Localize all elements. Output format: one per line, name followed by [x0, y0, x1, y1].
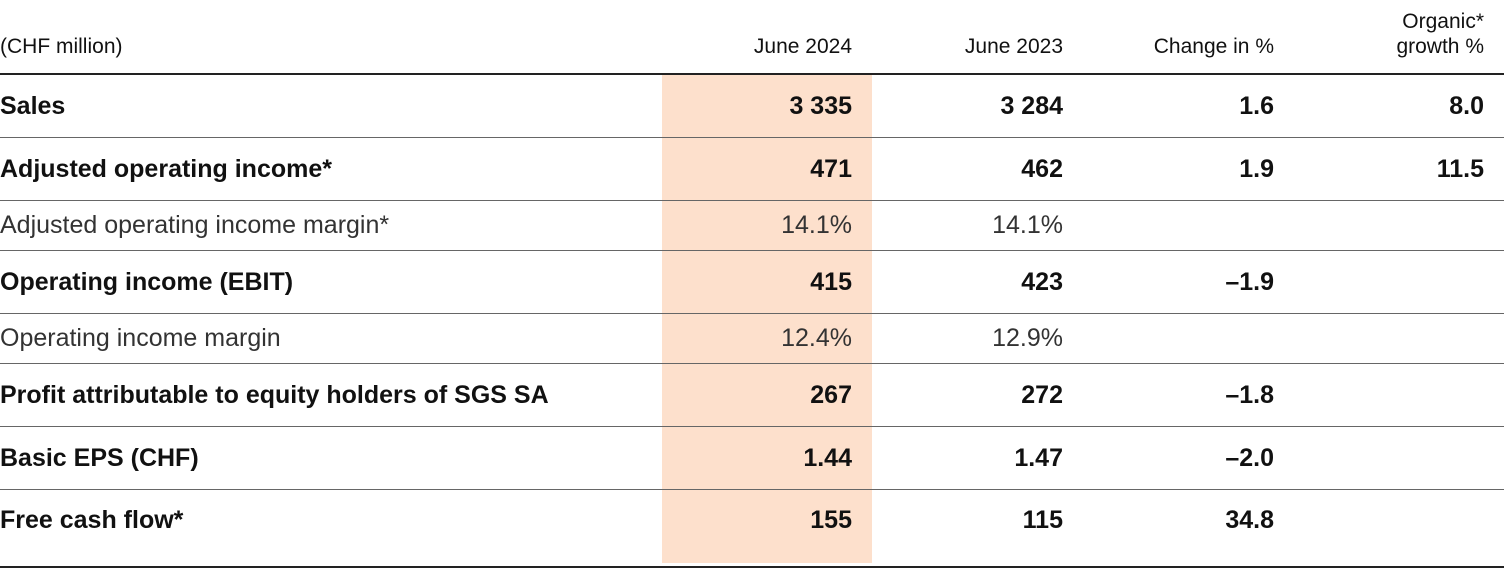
cell-change: –1.8: [1225, 380, 1274, 409]
cell-june-2024: 471: [810, 154, 852, 183]
row-label: Adjusted operating income margin*: [0, 211, 390, 239]
table-row: Adjusted operating income* 471 462 1.9 11.5: [0, 138, 1504, 201]
cell-organic-growth: 8.0: [1449, 91, 1484, 120]
cell-change: 1.9: [1239, 154, 1274, 183]
header-june-2024: June 2024: [753, 35, 852, 58]
cell-organic-growth: [1294, 364, 1504, 427]
cell-june-2024: 3 335: [789, 91, 852, 120]
cell-june-2024: 12.4%: [781, 324, 852, 352]
cell-june-2023: 12.9%: [992, 324, 1063, 352]
header-organic-line1: Organic*: [1402, 10, 1484, 33]
row-label: Operating income (EBIT): [0, 267, 294, 296]
cell-june-2023: 14.1%: [992, 211, 1063, 239]
cell-change: –1.9: [1225, 267, 1274, 296]
cell-june-2024: 415: [810, 267, 852, 296]
row-label: Adjusted operating income*: [0, 154, 332, 183]
header-organic-line2: growth %: [1396, 35, 1484, 58]
table-row: Adjusted operating income margin* 14.1% 14…: [0, 201, 1504, 251]
cell-organic-growth: [1294, 490, 1504, 567]
row-label: Profit attributable to equity holders of…: [0, 380, 549, 409]
cell-organic-growth: [1294, 201, 1504, 251]
cell-june-2024: 1.44: [803, 443, 852, 472]
header-change: Change in %: [1153, 35, 1274, 58]
cell-june-2024: 14.1%: [781, 211, 852, 239]
row-label: Free cash flow*: [0, 506, 184, 535]
cell-change: [1083, 201, 1294, 251]
cell-june-2023: 423: [1021, 267, 1063, 296]
cell-organic-growth: [1294, 251, 1504, 314]
row-label: Sales: [0, 91, 66, 120]
cell-change: 1.6: [1239, 91, 1274, 120]
cell-change: –2.0: [1225, 443, 1274, 472]
table-row: Profit attributable to equity holders of…: [0, 364, 1504, 427]
table-row: Operating income margin 12.4% 12.9%: [0, 314, 1504, 364]
table-row: Basic EPS (CHF) 1.44 1.47 –2.0: [0, 427, 1504, 490]
cell-june-2023: 3 284: [1000, 91, 1063, 120]
unit-header: (CHF million): [0, 35, 123, 58]
header-row: (CHF million) June 2024 June 2023 Change…: [0, 0, 1504, 74]
row-label: Basic EPS (CHF): [0, 443, 199, 472]
header-june-2023: June 2023: [964, 35, 1063, 58]
cell-organic-growth: [1294, 427, 1504, 490]
table-row: Free cash flow* 155 115 34.8: [0, 490, 1504, 567]
cell-june-2023: 1.47: [1014, 443, 1063, 472]
cell-june-2023: 115: [1022, 506, 1063, 535]
cell-change: [1083, 314, 1294, 364]
table-row: Operating income (EBIT) 415 423 –1.9: [0, 251, 1504, 314]
june-2024-column-highlight: [662, 75, 872, 563]
cell-june-2024: 267: [810, 380, 852, 409]
table-row: Sales 3 335 3 284 1.6 8.0: [0, 74, 1504, 138]
cell-june-2023: 272: [1021, 380, 1063, 409]
cell-change: 34.8: [1225, 506, 1274, 535]
cell-organic-growth: 11.5: [1436, 154, 1484, 183]
cell-june-2023: 462: [1021, 154, 1063, 183]
cell-june-2024: 155: [810, 506, 852, 535]
cell-organic-growth: [1294, 314, 1504, 364]
header-organic-growth: Organic* growth %: [1294, 0, 1504, 74]
row-label: Operating income margin: [0, 324, 281, 352]
